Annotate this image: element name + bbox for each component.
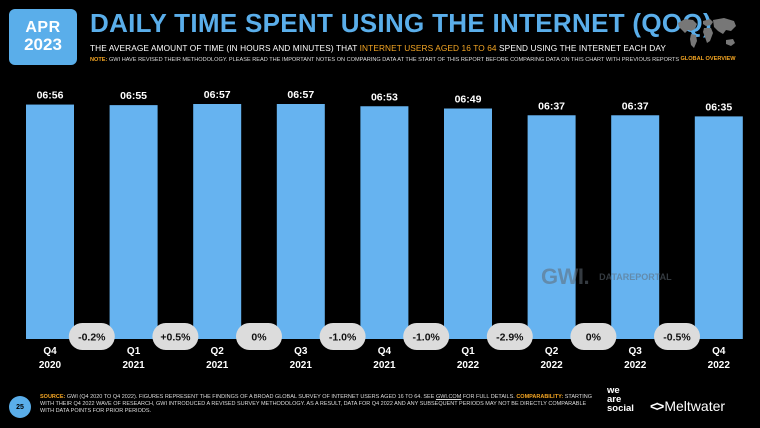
change-badge bbox=[570, 323, 617, 350]
gwi-watermark: GWI. bbox=[541, 264, 590, 289]
source-link[interactable]: GWI.COM bbox=[435, 394, 462, 400]
x-tick-label-year: 2022 bbox=[540, 360, 563, 371]
change-badge-label: -0.2% bbox=[78, 332, 106, 344]
change-badge bbox=[403, 323, 450, 350]
bar bbox=[444, 108, 492, 339]
x-tick-label-year: 2022 bbox=[708, 360, 731, 371]
page-title: DAILY TIME SPENT USING THE INTERNET (QOQ… bbox=[90, 8, 712, 38]
bar-value-label: 06:57 bbox=[287, 89, 314, 101]
change-badge bbox=[319, 323, 366, 350]
subtitle-highlight: INTERNET USERS AGED 16 TO 64 bbox=[359, 43, 497, 53]
bar-value-label: 06:35 bbox=[705, 101, 732, 113]
x-tick-label-quarter: Q4 bbox=[712, 346, 726, 357]
bar-value-label: 06:37 bbox=[538, 100, 565, 112]
x-tick-label-quarter: Q1 bbox=[127, 346, 141, 357]
global-overview-badge: GLOBAL OVERVIEW bbox=[680, 56, 736, 62]
bar bbox=[109, 105, 158, 339]
x-tick-label-quarter: Q4 bbox=[43, 346, 57, 357]
report-month: APR bbox=[25, 18, 61, 36]
comparability-label: COMPARABILITY: bbox=[516, 394, 564, 400]
x-tick-label-year: 2020 bbox=[39, 360, 62, 371]
change-badge-label: -0.5% bbox=[663, 332, 691, 344]
change-badge bbox=[236, 323, 282, 350]
source-text: GWI (Q4 2020 TO Q4 2022). FIGURES REPRES… bbox=[65, 394, 436, 400]
change-badge-label: 0% bbox=[251, 332, 267, 344]
was-line-1: we bbox=[607, 385, 620, 396]
report-year: 2023 bbox=[24, 35, 62, 55]
bar bbox=[360, 106, 409, 339]
x-tick-label-year: 2021 bbox=[206, 360, 229, 371]
change-badge-label: -1.0% bbox=[412, 332, 440, 344]
x-tick-label-quarter: Q2 bbox=[211, 346, 225, 357]
x-tick-label-quarter: Q3 bbox=[629, 346, 643, 357]
x-tick-label-year: 2021 bbox=[373, 360, 396, 371]
report-date-badge: APR 2023 bbox=[9, 9, 77, 65]
bar bbox=[694, 116, 743, 340]
bar bbox=[193, 104, 242, 339]
change-badge-label: -2.9% bbox=[496, 332, 524, 344]
x-tick-label-quarter: Q4 bbox=[378, 346, 392, 357]
meltwater-logo: <> Meltwater bbox=[650, 398, 725, 414]
bar-value-label: 06:53 bbox=[371, 91, 398, 103]
change-badge-label: 0% bbox=[586, 332, 602, 344]
subtitle-text-start: THE AVERAGE AMOUNT OF TIME (IN HOURS AND… bbox=[90, 43, 360, 53]
bar bbox=[276, 104, 325, 339]
x-tick-label-year: 2021 bbox=[290, 360, 313, 371]
change-badge-label: +0.5% bbox=[160, 332, 191, 344]
meltwater-logo-icon: <> bbox=[650, 398, 664, 414]
world-map-icon bbox=[678, 18, 736, 48]
was-line-2: are bbox=[607, 394, 622, 406]
methodology-note: NOTE: GWI HAVE REVISED THEIR METHODOLOGY… bbox=[90, 57, 679, 63]
bar bbox=[611, 115, 660, 339]
bar-value-label: 06:56 bbox=[37, 90, 64, 102]
page-number: 25 bbox=[9, 396, 31, 418]
change-badge bbox=[152, 323, 199, 350]
datareportal-watermark: DATAREPORTAL bbox=[599, 272, 672, 282]
change-badge bbox=[654, 323, 700, 350]
change-badge-label: -1.0% bbox=[329, 332, 357, 344]
bar bbox=[26, 104, 74, 339]
bar bbox=[527, 115, 576, 339]
comparability-text: STARTING WITH THEIR Q4 2022 WAVE OF RESE… bbox=[40, 394, 592, 415]
x-tick-label-year: 2022 bbox=[624, 360, 647, 371]
note-label: NOTE: bbox=[90, 57, 108, 63]
we-are-social-logo: we are social bbox=[607, 385, 637, 415]
change-badge bbox=[68, 323, 115, 350]
x-tick-label-quarter: Q2 bbox=[545, 346, 559, 357]
bar-value-label: 06:49 bbox=[455, 94, 482, 106]
source-label: SOURCE: bbox=[40, 394, 66, 400]
x-tick-label-year: 2021 bbox=[122, 360, 145, 371]
was-line-3: social bbox=[607, 403, 634, 415]
x-tick-label-quarter: Q3 bbox=[294, 346, 308, 357]
source-note: SOURCE: GWI (Q4 2020 TO Q4 2022). FIGURE… bbox=[40, 394, 600, 415]
bar-value-label: 06:37 bbox=[622, 100, 649, 112]
source-text-2: FOR FULL DETAILS. bbox=[461, 394, 517, 400]
page-subtitle: THE AVERAGE AMOUNT OF TIME (IN HOURS AND… bbox=[90, 43, 666, 53]
subtitle-text-end: SPEND USING THE INTERNET EACH DAY bbox=[496, 43, 667, 53]
change-badge bbox=[486, 323, 533, 350]
note-text: GWI HAVE REVISED THEIR METHODOLOGY. PLEA… bbox=[107, 57, 680, 63]
bar-value-label: 06:57 bbox=[204, 89, 231, 101]
x-tick-label-quarter: Q1 bbox=[461, 346, 475, 357]
x-tick-label-year: 2022 bbox=[457, 360, 480, 371]
bar-value-label: 06:55 bbox=[120, 90, 147, 102]
watermark: GWI. DATAREPORTAL bbox=[541, 264, 672, 290]
meltwater-label: Meltwater bbox=[664, 398, 726, 414]
